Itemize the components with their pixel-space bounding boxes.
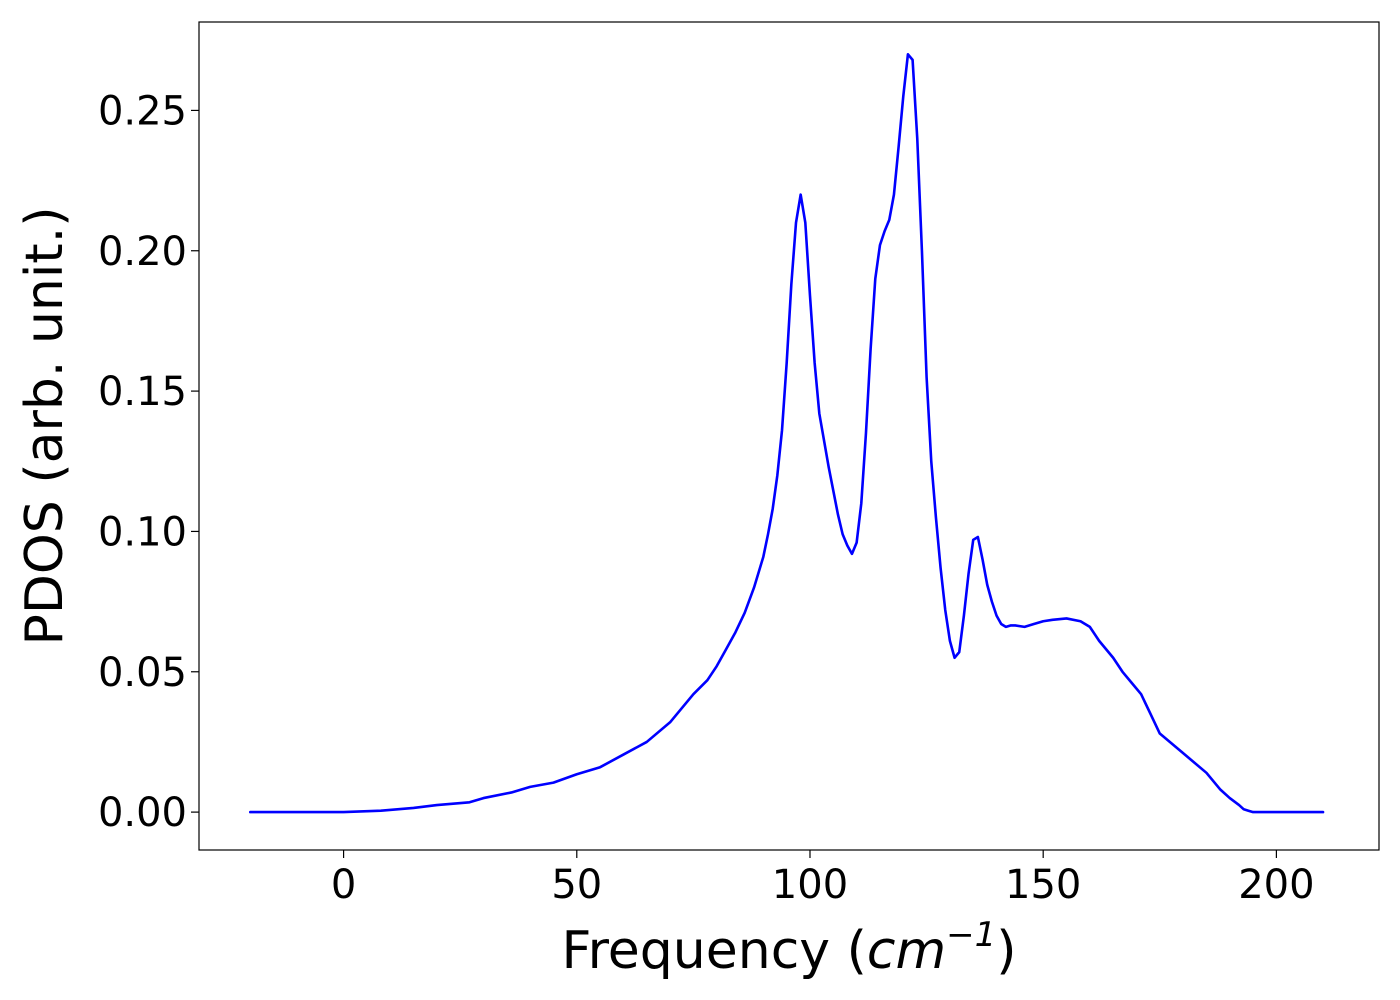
x-axis-label: Frequency (cm−1) <box>561 915 1016 981</box>
y-tick-label: 0.10 <box>98 509 187 555</box>
x-tick-label: 0 <box>331 862 356 908</box>
y-tick-label: 0.05 <box>98 650 187 696</box>
x-tick-label: 150 <box>1005 862 1081 908</box>
plot-area <box>249 52 1325 814</box>
plot-frame <box>198 21 1380 851</box>
y-tick-label: 0.00 <box>98 790 187 836</box>
y-tick-label: 0.15 <box>98 369 187 415</box>
x-tick-label: 200 <box>1238 862 1314 908</box>
series-line <box>249 52 1325 814</box>
y-tick-label: 0.20 <box>98 229 187 275</box>
y-axis: 0.00 0.05 0.10 0.15 0.20 0.25 <box>98 88 199 836</box>
x-tick-label: 100 <box>772 862 848 908</box>
y-axis-label: PDOS (arb. unit.) <box>15 206 75 645</box>
x-tick-label: 50 <box>551 862 602 908</box>
y-tick-label: 0.25 <box>98 88 187 134</box>
x-axis: 0 50 100 150 200 <box>331 850 1315 908</box>
